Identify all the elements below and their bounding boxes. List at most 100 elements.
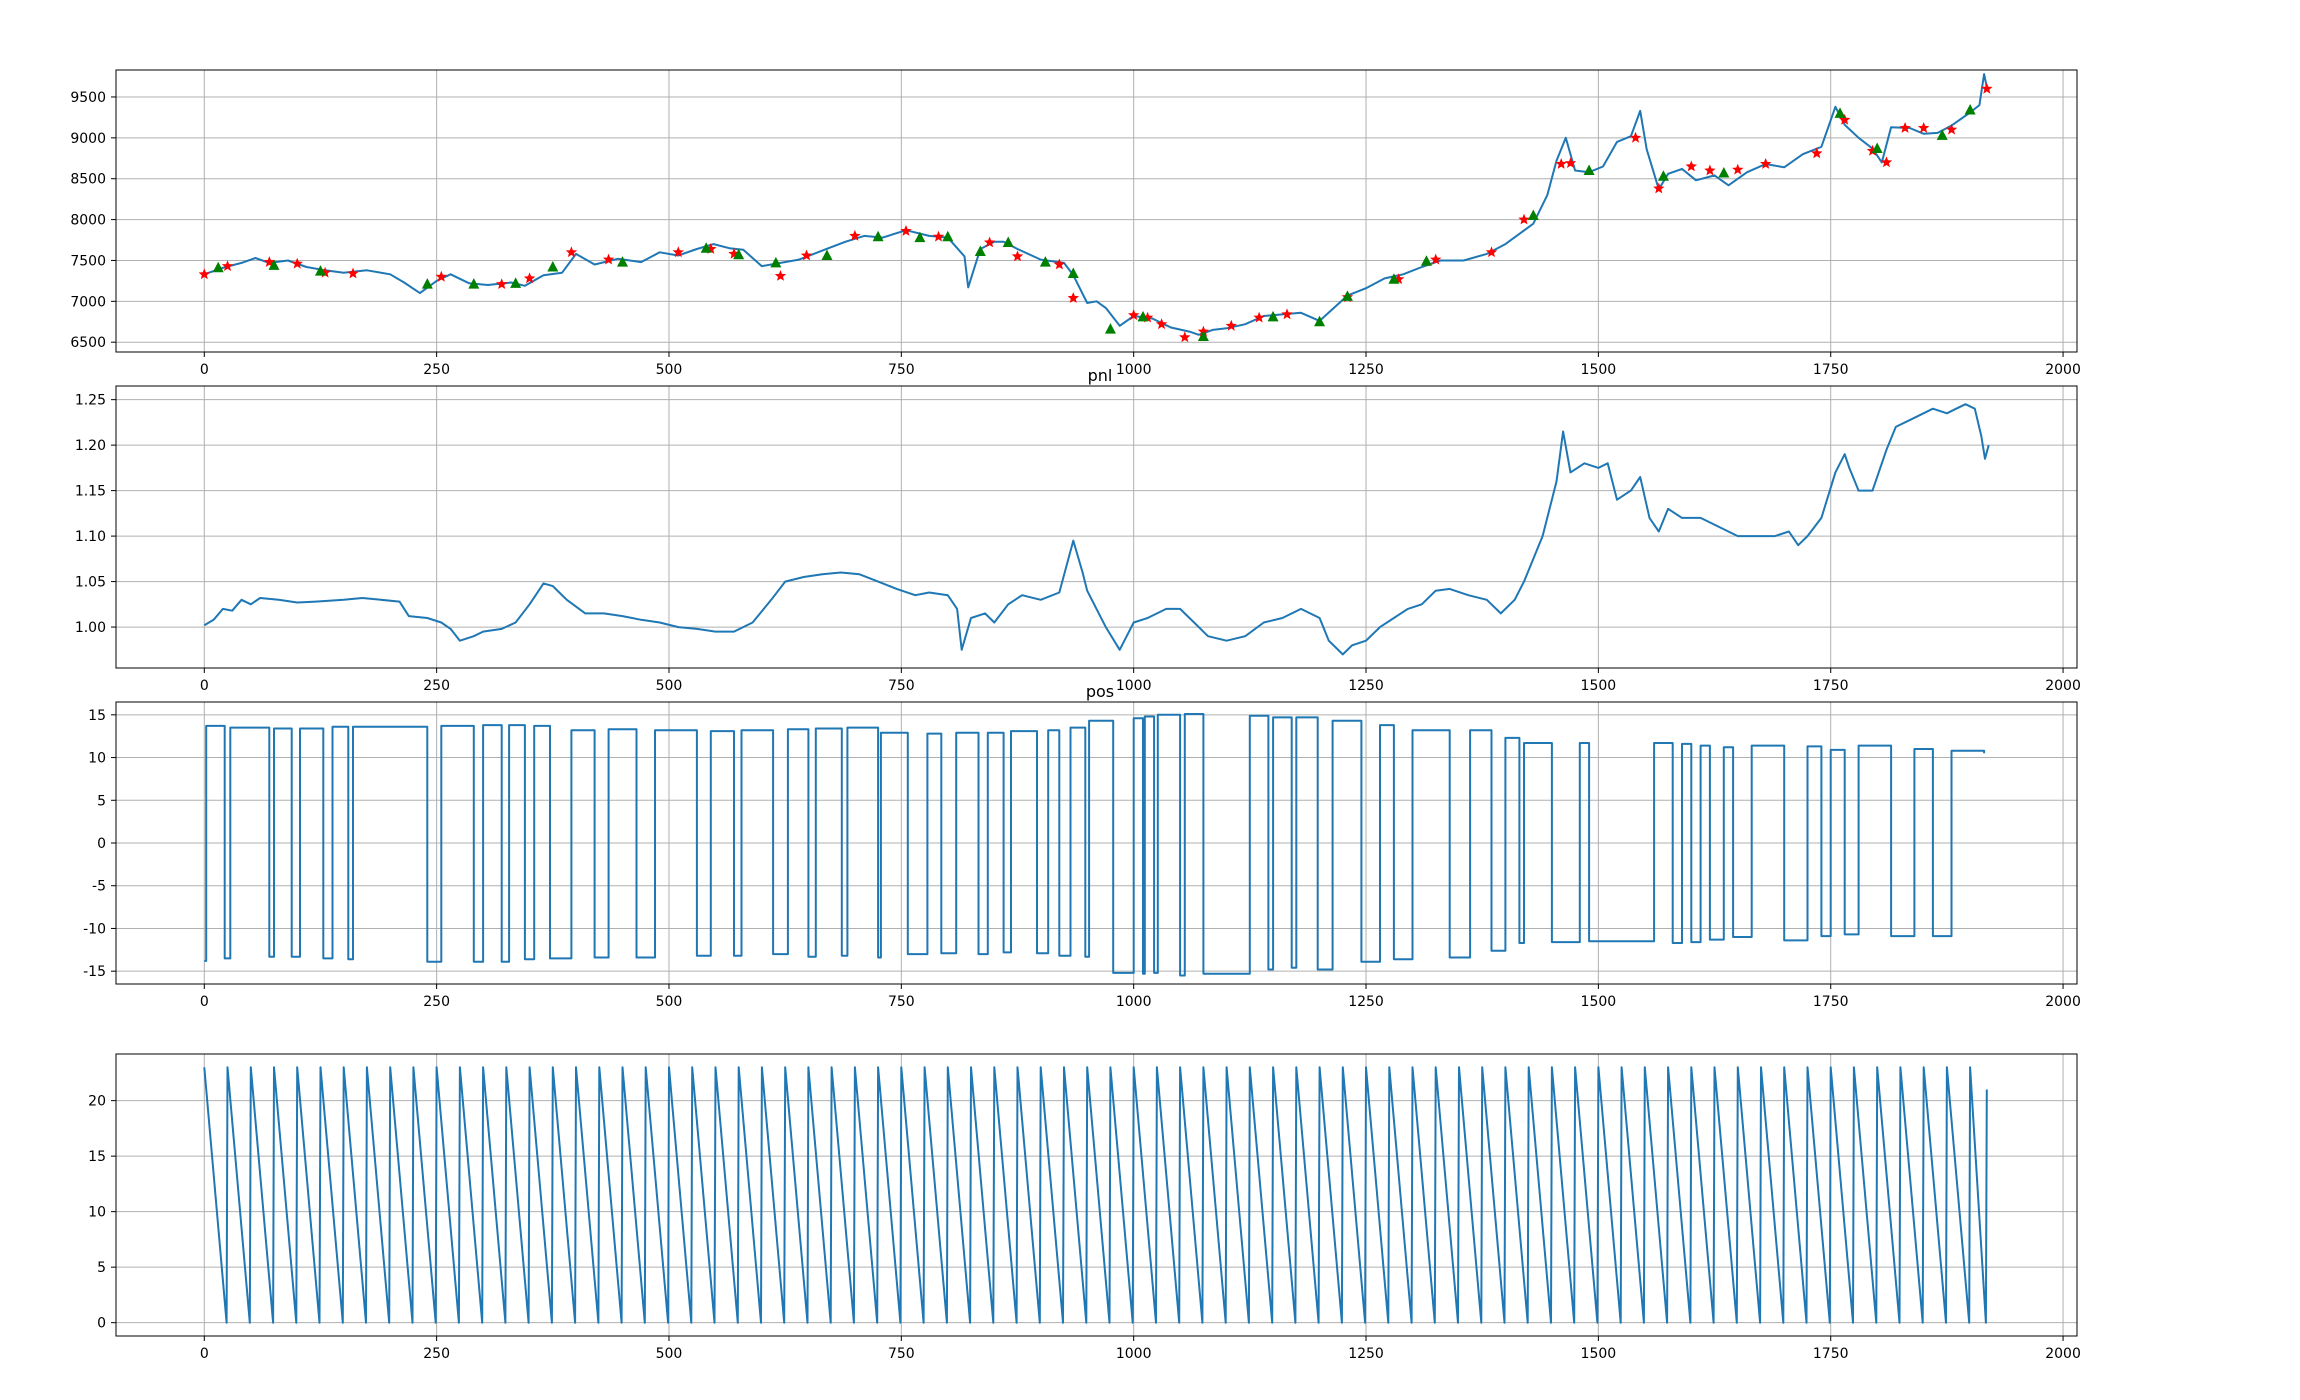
buy-marker xyxy=(872,230,884,242)
sell-marker xyxy=(1704,164,1716,176)
x-tick-label: 2000 xyxy=(2045,994,2081,1010)
x-tick-label: 1500 xyxy=(1581,994,1617,1010)
buy-marker xyxy=(914,231,926,243)
sell-marker xyxy=(1225,319,1237,331)
sell-marker xyxy=(1732,163,1744,175)
x-tick-label: 1750 xyxy=(1813,362,1849,378)
sell-marker xyxy=(319,266,331,278)
sell-marker xyxy=(1067,292,1079,303)
y-tick-label: 10 xyxy=(88,751,106,767)
y-tick-label: -15 xyxy=(83,964,106,980)
sell-marker xyxy=(1564,157,1577,168)
pnl-panel: 0 250 500 750 1000 1250 1500 1750 2000 1.00 1.05 1.… xyxy=(75,385,2081,694)
x-tick-label: 750 xyxy=(888,994,915,1010)
x-tick-label: 1000 xyxy=(1116,1346,1152,1362)
y-tick-label: 1.15 xyxy=(75,484,106,500)
sell-marker xyxy=(291,257,303,269)
buy-marker xyxy=(1420,255,1432,266)
x-tick-label: 500 xyxy=(656,678,683,694)
x-tick-label: 500 xyxy=(656,1346,683,1362)
axes-frame xyxy=(115,69,2078,353)
y-tick-label: 8500 xyxy=(70,172,106,188)
x-tick-label: 1250 xyxy=(1348,678,1384,694)
x-tick-label: 750 xyxy=(888,1346,915,1362)
sell-marker xyxy=(1053,258,1065,270)
pos-panel: 0 250 500 750 1000 1250 1500 1750 2000 -15 -10 -5 0 5… xyxy=(83,701,2081,1010)
buy-marker xyxy=(974,245,986,256)
sell-marker xyxy=(1880,156,1893,168)
axes-frame xyxy=(115,1053,2078,1337)
x-tick-label: 0 xyxy=(200,362,209,378)
y-tick-label: 1.25 xyxy=(75,393,106,409)
sell-marker xyxy=(198,268,210,280)
sell-marker xyxy=(672,246,684,258)
buy-marker xyxy=(1936,129,1948,140)
x-tick-label: 0 xyxy=(200,994,209,1010)
x-tick-label: 1000 xyxy=(1116,678,1152,694)
counter-panel: 0 250 500 750 1000 1250 1500 1750 2000 0 5 10 15 20 xyxy=(88,1053,2081,1362)
sell-marker xyxy=(900,225,912,236)
x-tick-label: 500 xyxy=(656,994,683,1010)
y-tick-label: 1.10 xyxy=(75,529,106,545)
sell-marker xyxy=(1253,311,1265,323)
x-tick-label: 1000 xyxy=(1116,994,1152,1010)
price-panel: 0 250 500 750 1000 1250 1500 1750 2000 6500 7000 75… xyxy=(70,69,2081,378)
buy-marker xyxy=(1583,164,1595,176)
y-tick-label: 20 xyxy=(88,1094,106,1110)
sell-marker xyxy=(849,229,861,241)
sell-marker xyxy=(1518,213,1530,225)
x-tick-label: 2000 xyxy=(2045,1346,2081,1362)
sell-marker xyxy=(1281,308,1293,320)
y-tick-label: 7000 xyxy=(70,294,106,310)
sell-marker xyxy=(1392,273,1405,285)
buy-marker xyxy=(314,265,326,276)
y-tick-label: 1.05 xyxy=(75,575,106,591)
buy-marker xyxy=(1871,142,1883,153)
buy-marker xyxy=(1341,290,1353,301)
buy-marker xyxy=(733,248,745,260)
x-tick-label: 250 xyxy=(423,994,450,1010)
y-tick-label: 8000 xyxy=(70,213,106,229)
sell-marker xyxy=(221,260,234,271)
y-tick-label: 9500 xyxy=(70,90,106,106)
x-tick-label: 750 xyxy=(888,362,915,378)
buy-marker xyxy=(212,261,224,273)
x-tick-label: 0 xyxy=(200,1346,209,1362)
buy-marker xyxy=(468,278,480,289)
buy-marker xyxy=(1527,209,1539,220)
buy-marker xyxy=(1197,330,1209,341)
y-tick-label: 15 xyxy=(88,708,106,724)
sell-marker xyxy=(1011,250,1024,262)
pnl-panel-title: pnl xyxy=(1088,366,1113,385)
sell-marker xyxy=(1155,318,1168,330)
sell-marker xyxy=(602,253,615,265)
sell-marker xyxy=(1866,144,1879,156)
pos-panel-title: pos xyxy=(1086,682,1114,701)
y-tick-label: -10 xyxy=(83,921,106,937)
x-tick-label: 250 xyxy=(423,362,450,378)
sell-marker xyxy=(435,270,447,282)
sell-marker xyxy=(1838,113,1851,125)
x-tick-label: 0 xyxy=(200,678,209,694)
counter-line xyxy=(203,1066,1988,1324)
buy-marker xyxy=(821,249,833,261)
buy-marker xyxy=(1039,256,1051,267)
x-tick-label: 1750 xyxy=(1813,994,1849,1010)
sell-marker xyxy=(1555,158,1567,169)
buy-marker xyxy=(268,259,280,270)
buy-marker xyxy=(1002,236,1014,247)
sell-marker xyxy=(1141,311,1154,323)
sell-marker xyxy=(932,230,945,242)
y-tick-label: 1.00 xyxy=(75,620,106,636)
y-tick-label: 6500 xyxy=(70,335,106,351)
x-tick-label: 500 xyxy=(656,362,683,378)
y-tick-label: 10 xyxy=(88,1205,106,1221)
buy-marker xyxy=(547,260,559,272)
buy-marker xyxy=(1104,323,1116,334)
sell-marker xyxy=(1179,331,1191,343)
y-tick-label: 0 xyxy=(97,1316,106,1332)
sell-marker xyxy=(1945,123,1958,135)
y-tick-label: 5 xyxy=(97,1260,106,1276)
x-tick-label: 1750 xyxy=(1813,678,1849,694)
x-tick-label: 2000 xyxy=(2045,362,2081,378)
